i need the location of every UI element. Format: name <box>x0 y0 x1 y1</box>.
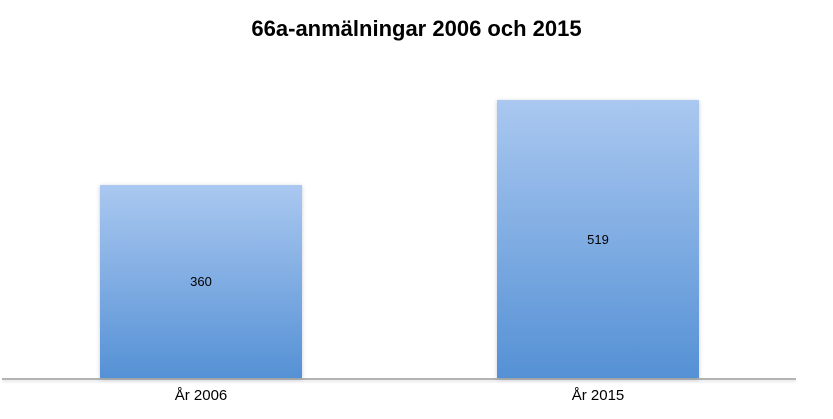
x-axis-label: År 2006 <box>174 387 228 404</box>
bar-år-2006: 360 <box>100 185 302 378</box>
bar-value-label: 519 <box>587 231 609 247</box>
chart-title: 66a-anmälningar 2006 och 2015 <box>251 16 582 41</box>
bar-år-2015: 519 <box>497 100 699 378</box>
x-axis-line <box>2 378 796 380</box>
x-axis-label: År 2015 <box>571 387 625 404</box>
bar-value-label: 360 <box>190 274 212 289</box>
